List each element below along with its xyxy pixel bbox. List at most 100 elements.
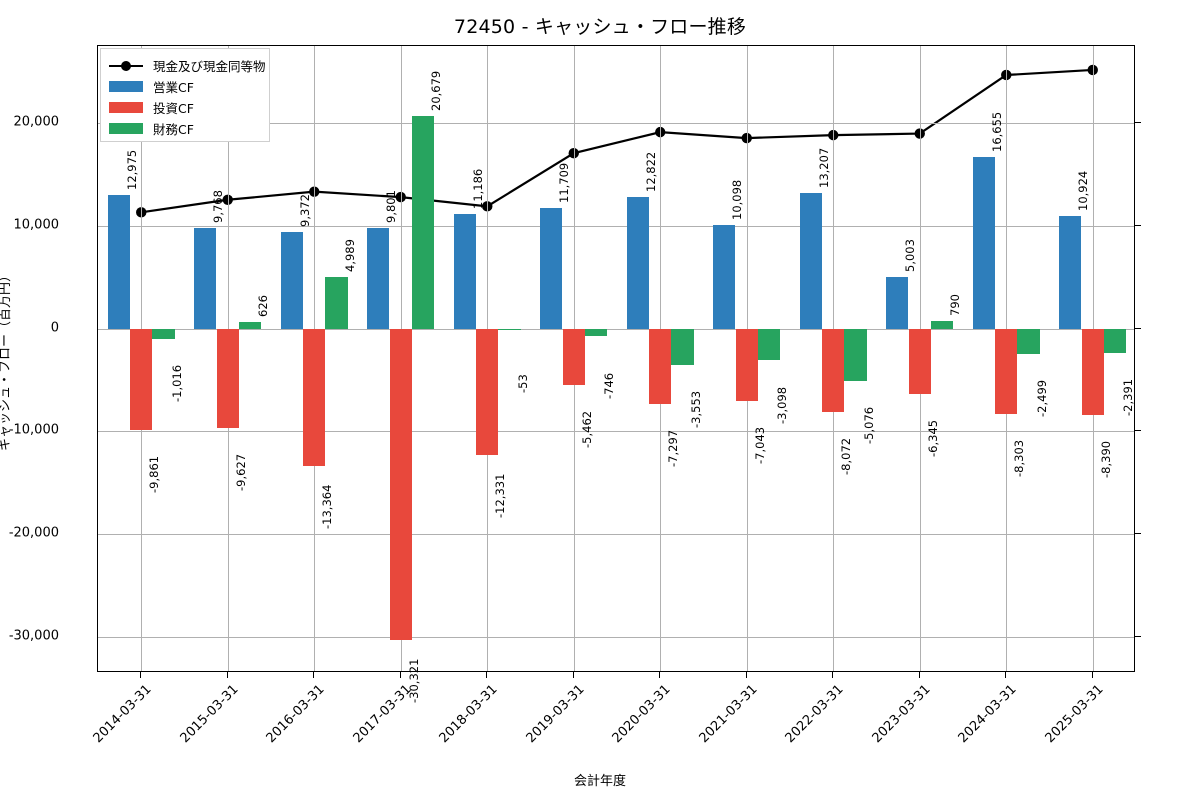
bar-value-label: -7,043 xyxy=(752,426,767,465)
legend-item-label: 営業CF xyxy=(153,80,194,95)
x-tick-label: 2024-03-31 xyxy=(955,682,1020,747)
bar-op xyxy=(1059,216,1082,329)
gridline-horizontal xyxy=(98,637,1134,639)
bar-value-label: -13,364 xyxy=(320,484,335,530)
bar-op xyxy=(540,208,563,329)
bar-value-label: -8,072 xyxy=(839,437,854,475)
cash-line-path xyxy=(141,68,1093,214)
bar-fin xyxy=(498,328,521,330)
x-tick-label: 2025-03-31 xyxy=(1042,682,1107,747)
x-tick-mark xyxy=(832,672,834,678)
bar-value-label: 10,098 xyxy=(730,179,745,220)
y-tick-mark xyxy=(1135,636,1141,638)
legend-item-3[interactable]: 投資CF xyxy=(109,97,261,118)
bar-op xyxy=(280,232,303,329)
legend-item-2[interactable]: 営業CF xyxy=(109,76,261,97)
bar-value-label: 16,655 xyxy=(989,112,1004,153)
bar-fin xyxy=(844,328,867,381)
cash-line-marker xyxy=(568,148,579,159)
bar-value-label: 10,924 xyxy=(1076,171,1091,212)
bar-inv xyxy=(562,328,585,385)
x-tick-mark xyxy=(140,672,142,678)
legend-item-label: 現金及び現金同等物 xyxy=(153,59,266,74)
bar-inv xyxy=(735,328,758,402)
gridline-horizontal xyxy=(98,534,1134,536)
chart-legend: 現金及び現金同等物 営業CF 投資CF 財務CF xyxy=(100,48,270,142)
plot-area: 12,975 9,768 9,372 9,801 11,186 11,709 12,822 1… xyxy=(97,45,1135,703)
x-tick-label: 2023-03-31 xyxy=(869,682,934,747)
bar-value-label: -5,076 xyxy=(861,406,876,444)
chart-title: 72450 - キャッシュ・フロー推移 xyxy=(453,16,747,38)
bar-op xyxy=(886,277,909,329)
bar-fin xyxy=(584,328,608,337)
cash-line-marker xyxy=(482,201,493,212)
x-tick-mark xyxy=(745,672,747,678)
color-swatch-icon xyxy=(109,123,143,134)
x-tick-mark xyxy=(399,672,401,678)
bar-op xyxy=(972,157,995,329)
legend-item-1[interactable]: 現金及び現金同等物 xyxy=(109,55,266,76)
x-tick-label: 2021-03-31 xyxy=(696,682,761,747)
legend-item-label: 投資CF xyxy=(153,101,194,116)
bar-fin xyxy=(930,320,954,329)
bar-value-label: 11,709 xyxy=(557,163,572,204)
gridline-horizontal xyxy=(98,123,1134,125)
bar-fin xyxy=(411,116,435,329)
bar-value-label: -746 xyxy=(602,373,617,400)
bar-value-label: -6,345 xyxy=(925,419,940,457)
bar-value-label: -2,499 xyxy=(1034,380,1049,418)
bar-value-label: 9,768 xyxy=(211,190,226,224)
bar-fin xyxy=(671,328,694,366)
y-tick-mark xyxy=(1135,430,1141,432)
y-tick-label: 0 xyxy=(50,320,59,336)
bar-op xyxy=(799,192,822,329)
bar-value-label: -5,462 xyxy=(579,410,594,448)
y-tick-label: -20,000 xyxy=(8,525,59,541)
bar-value-label: -9,861 xyxy=(147,455,162,494)
bar-inv xyxy=(303,328,326,467)
bar-value-label: 11,186 xyxy=(470,168,485,209)
bar-inv xyxy=(649,328,672,404)
x-tick-label: 2015-03-31 xyxy=(177,682,242,747)
bar-value-label: -8,303 xyxy=(1012,439,1027,477)
bar-fin xyxy=(152,328,175,340)
bar-value-label: -12,331 xyxy=(493,474,508,519)
x-tick-label: 2022-03-31 xyxy=(782,682,847,747)
cash-line-marker xyxy=(395,191,406,203)
y-tick-mark xyxy=(1135,122,1141,124)
gridline-horizontal xyxy=(98,328,1134,330)
line-marker-icon xyxy=(109,60,143,71)
bar-fin xyxy=(325,277,348,329)
y-tick-mark xyxy=(1135,224,1141,226)
y-tick-mark xyxy=(1135,327,1141,329)
bar-inv xyxy=(995,328,1018,414)
bar-value-label: 12,975 xyxy=(124,150,139,191)
bar-fin xyxy=(757,328,781,361)
bar-inv xyxy=(822,328,845,412)
x-tick-mark xyxy=(1005,672,1007,678)
bar-op xyxy=(367,227,390,329)
legend-item-4[interactable]: 財務CF xyxy=(109,118,261,139)
bar-value-label: -1,016 xyxy=(169,365,184,403)
y-tick-label: 20,000 xyxy=(13,114,60,130)
x-tick-mark xyxy=(918,672,920,678)
x-tick-mark xyxy=(659,672,661,678)
bar-value-label: -53 xyxy=(515,373,530,393)
gridline-horizontal xyxy=(98,431,1134,433)
bar-inv xyxy=(216,328,239,428)
x-tick-label: 2016-03-31 xyxy=(263,682,328,747)
color-swatch-icon xyxy=(109,81,143,92)
x-tick-label: 2020-03-31 xyxy=(609,682,674,747)
bar-op xyxy=(713,224,736,329)
bar-fin xyxy=(238,322,262,329)
legend-item-label: 財務CF xyxy=(153,122,194,137)
x-tick-label: 2017-03-31 xyxy=(350,682,415,747)
bar-value-label: -3,553 xyxy=(688,391,703,429)
y-tick-label: 10,000 xyxy=(13,217,60,233)
bar-inv xyxy=(389,328,412,641)
bar-op xyxy=(453,213,476,329)
bar-op xyxy=(107,195,130,329)
bar-inv xyxy=(130,328,153,430)
bar-value-label: 5,003 xyxy=(903,239,918,273)
